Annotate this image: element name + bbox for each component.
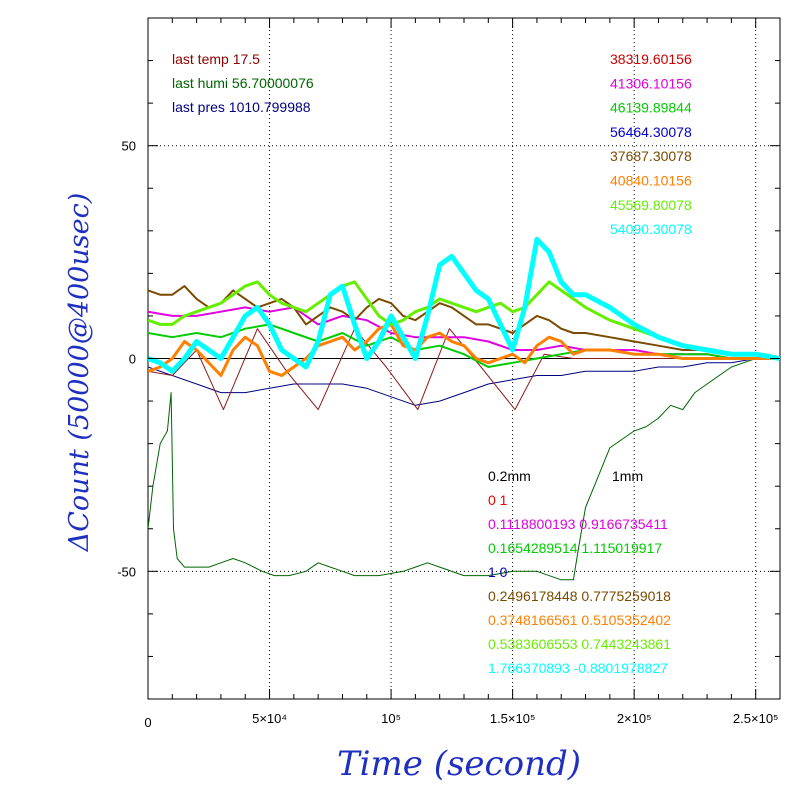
series-line-4 (148, 323, 780, 368)
x-tick-label-3: 1.5×10⁵ (490, 711, 536, 726)
x-axis-label: Time (second) (337, 744, 581, 784)
coefficient-7: 1.766370893 -0.8801978827 (488, 660, 668, 676)
series-line-1 (148, 328, 780, 411)
coefficient-1: 0.1118800193 0.9166735411 (488, 516, 668, 532)
coefficient-4: 0.2496178448 0.7775259018 (488, 588, 671, 604)
y-axis-label: ΔCount (50000@400usec) (64, 193, 95, 552)
coefficient-6: 0.5383606553 0.7443243861 (488, 636, 671, 652)
series-value-7: 54090.30078 (610, 221, 692, 237)
tick-labels: 0 5×10⁴ 10⁵ 1.5×10⁵ 2×10⁵ 2.5×10⁵ -50 0 50 (117, 139, 778, 730)
env-label-2: last pres 1010.799988 (172, 99, 311, 115)
coeff-header-0: 0.2mm (488, 468, 531, 484)
series-value-2: 46139.89844 (610, 100, 692, 116)
series-line-8 (148, 236, 780, 374)
series-value-5: 40840.10156 (610, 173, 692, 189)
y-tick-label-0: -50 (117, 564, 136, 579)
env-labels: last temp 17.5 last humi 56.70000076 last … (172, 51, 314, 115)
env-label-1: last humi 56.70000076 (172, 75, 314, 91)
y-tick-label-2: 50 (122, 139, 136, 154)
y-tick-label-1: 0 (129, 352, 136, 367)
coefficient-0: 0 1 (488, 492, 508, 508)
series-values: 38319.60156 41306.10156 46139.89844 56464.3… (610, 51, 692, 237)
series-value-3: 56464.30078 (610, 124, 692, 140)
x-tick-label-1: 5×10⁴ (252, 711, 287, 726)
coeff-header-1: 1mm (612, 468, 643, 484)
coefficient-2: 0.1654289514 1.115019917 (488, 540, 662, 556)
series-line-7 (148, 280, 780, 360)
x-tick-label-4: 2×10⁵ (617, 711, 652, 726)
axis-ticks (147, 17, 781, 700)
coefficient-5: 0.3748166561 0.5105352402 (488, 612, 671, 628)
series-lines (148, 236, 780, 581)
series-value-0: 38319.60156 (610, 51, 692, 67)
series-line-0 (148, 358, 780, 406)
coefficient-3: 1 0 (488, 564, 508, 580)
x-tick-label-2: 10⁵ (381, 711, 401, 726)
series-value-6: 45569.80078 (610, 197, 692, 213)
series-line-2 (148, 358, 780, 581)
series-value-1: 41306.10156 (610, 75, 692, 91)
env-label-0: last temp 17.5 (172, 51, 260, 67)
series-value-4: 37687.30078 (610, 148, 692, 164)
x-tick-label-0: 0 (144, 715, 151, 730)
coefficient-legend: 0.2mm 1mm 0 1 0.1118800193 0.9166735411 0.16… (488, 468, 671, 676)
x-tick-label-5: 2.5×10⁵ (733, 711, 779, 726)
